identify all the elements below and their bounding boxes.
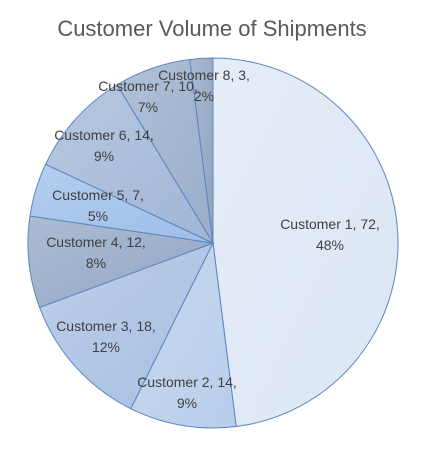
pie-slice-1 xyxy=(212,57,399,428)
pie-slice-2 xyxy=(130,241,237,429)
data-label-percent: 5% xyxy=(88,208,108,224)
pie-slice-3 xyxy=(38,242,215,410)
data-label-percent: 8% xyxy=(86,255,106,271)
data-label-name-value: Customer 7, 10, xyxy=(98,78,198,94)
data-label-percent: 48% xyxy=(316,237,344,253)
data-label-name-value: Customer 3, 18, xyxy=(56,318,156,334)
data-label-name-value: Customer 4, 12, xyxy=(46,234,146,250)
data-label-2: Customer 2, 14, 9% xyxy=(137,374,237,411)
pie-slices xyxy=(27,57,399,429)
data-label-percent: 9% xyxy=(177,395,197,411)
data-label-8: Customer 8, 3, 2% xyxy=(158,67,250,104)
pie-slice-6 xyxy=(44,84,215,245)
data-label-name-value: Customer 2, 14, xyxy=(137,374,237,390)
data-label-percent: 9% xyxy=(94,148,114,164)
pie-slice-4 xyxy=(27,215,214,309)
chart-title: Customer Volume of Shipments xyxy=(57,16,366,41)
data-label-5: Customer 5, 7, 5% xyxy=(52,187,144,224)
data-label-name-value: Customer 1, 72, xyxy=(280,216,380,232)
data-labels: Customer 1, 72, 48%Customer 2, 14, 9%Custo… xyxy=(46,67,380,411)
data-label-percent: 12% xyxy=(92,339,120,355)
data-label-4: Customer 4, 12, 8% xyxy=(46,234,146,271)
pie-slice-8 xyxy=(189,57,214,244)
data-label-name-value: Customer 5, 7, xyxy=(52,187,144,203)
data-label-name-value: Customer 8, 3, xyxy=(158,67,250,83)
data-label-1: Customer 1, 72, 48% xyxy=(280,216,380,253)
data-label-6: Customer 6, 14, 9% xyxy=(54,127,154,164)
data-label-percent: 7% xyxy=(138,99,158,115)
data-label-percent: 2% xyxy=(194,88,214,104)
data-label-3: Customer 3, 18, 12% xyxy=(56,318,156,355)
data-label-7: Customer 7, 10, 7% xyxy=(98,78,198,115)
data-label-name-value: Customer 6, 14, xyxy=(54,127,154,143)
